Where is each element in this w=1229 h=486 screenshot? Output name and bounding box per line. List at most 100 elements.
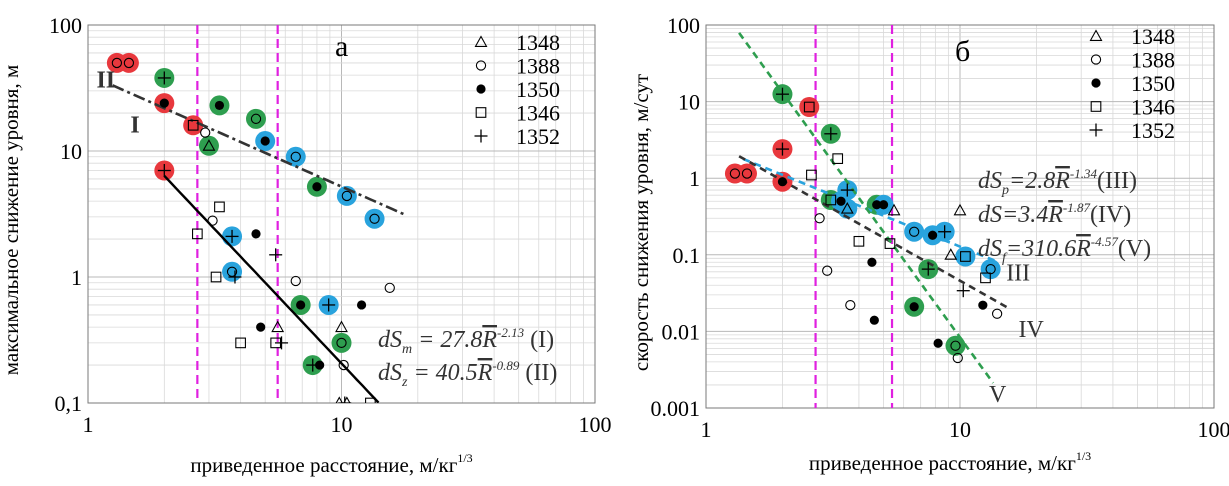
data-points — [729, 87, 1003, 364]
data-point-circle-open — [111, 57, 123, 69]
x-axis-title: приведенное расстояние, м/кг1/3 — [190, 451, 472, 477]
legend-marker-triangle — [474, 35, 488, 47]
highlight-marker-green — [246, 108, 267, 129]
plot-area — [724, 25, 1009, 408]
data-point-plus — [824, 127, 838, 141]
legend-label: 1348 — [1131, 24, 1175, 49]
data-point-circle-open — [200, 127, 211, 138]
data-point-circle-filled — [933, 338, 943, 348]
legend-marker-circle-open — [1090, 54, 1102, 65]
highlight-marker-red — [118, 52, 139, 73]
fit-label-III: III — [1006, 261, 1030, 287]
data-point-circle-filled — [296, 300, 306, 310]
plot-area — [106, 25, 407, 403]
fit-label-V: V — [989, 382, 1007, 408]
y-tick-label: 0,1 — [55, 391, 83, 416]
data-point-square-open — [214, 201, 225, 213]
data-point-plus — [228, 270, 242, 284]
legend-label: 1352 — [516, 124, 560, 149]
data-point-plus — [157, 164, 171, 178]
legend-label: 1346 — [516, 101, 560, 126]
data-point-circle-open — [909, 226, 920, 237]
data-point-triangle — [271, 320, 285, 333]
plot-frame — [705, 24, 1215, 409]
highlight-marker-green — [945, 335, 966, 356]
data-point-triangle — [953, 203, 967, 216]
data-point-square-open — [192, 228, 203, 240]
data-point-circle-filled — [260, 136, 270, 146]
legend-label: 1350 — [1131, 71, 1175, 96]
data-point-circle-open — [336, 337, 347, 349]
data-point-circle-filled — [867, 257, 877, 267]
data-point-square-open — [960, 251, 971, 262]
x-tick-label: 10 — [949, 417, 971, 442]
panel-label: б — [955, 35, 970, 68]
x-tick-label: 10 — [331, 412, 353, 437]
data-point-square-open — [980, 272, 991, 284]
y-tick-label: 100 — [667, 13, 700, 38]
x-tick-label: 1 — [83, 412, 94, 437]
data-point-circle-open — [290, 275, 301, 287]
data-point-plus — [775, 142, 789, 156]
highlight-marker-red — [736, 163, 757, 184]
y-tick-label: 10 — [678, 90, 700, 115]
data-point-circle-open — [369, 213, 380, 224]
fit-line-I — [163, 174, 380, 403]
data-point-circle-open — [123, 57, 135, 69]
data-point-circle-filled — [878, 200, 889, 210]
data-point-plus — [338, 396, 352, 403]
highlight-marker-blue — [222, 261, 243, 282]
fit-label-II: II — [96, 67, 115, 93]
data-point-circle-open — [985, 263, 996, 275]
x-tick-label: 100 — [1198, 417, 1229, 442]
legend-label: 1346 — [1131, 95, 1175, 120]
data-point-plus — [275, 336, 289, 350]
data-point-square-open — [884, 238, 896, 249]
panel-label: а — [335, 30, 348, 63]
data-point-circle-filled — [869, 315, 879, 325]
data-point-circle-open — [845, 300, 856, 311]
y-tick-label: 1 — [689, 166, 700, 191]
data-point-circle-filled — [312, 182, 322, 192]
legend-label: 1388 — [516, 54, 560, 79]
data-point-plus — [956, 284, 970, 298]
data-point-circle-open — [741, 168, 753, 179]
data-point-plus — [269, 248, 283, 262]
data-point-circle-filled — [978, 300, 988, 310]
data-point-circle-filled — [909, 302, 919, 312]
y-axis-title: максимальное снижение уровня, м — [0, 65, 23, 375]
legend-label: 1388 — [1131, 48, 1175, 73]
data-point-circle-open — [338, 359, 349, 371]
data-point-circle-filled — [927, 230, 938, 240]
x-tick-label: 1 — [701, 417, 712, 442]
x-axis-title: приведенное расстояние, м/кг1/3 — [809, 449, 1091, 475]
data-point-triangle — [944, 248, 958, 260]
data-point-circle-filled — [251, 229, 261, 239]
data-point-circle-open — [822, 265, 833, 276]
data-point-circle-open — [991, 308, 1003, 319]
data-point-circle-open — [950, 340, 961, 351]
data-point-square-open — [853, 235, 865, 247]
data-point-triangle — [335, 320, 348, 333]
legend-label: 1352 — [1131, 118, 1175, 143]
data-point-circle-filled — [777, 177, 788, 187]
data-point-circle-open — [207, 215, 218, 226]
fit-label-IV: IV — [1019, 317, 1045, 343]
y-tick-label: 0.001 — [651, 396, 701, 421]
highlight-marker-blue — [980, 259, 1001, 280]
data-point-square-open — [825, 194, 837, 206]
legend-marker-plus — [1089, 123, 1103, 137]
y-axis-title: скорость снижения уровня, м/сут — [629, 74, 653, 371]
data-point-square-open — [235, 337, 246, 349]
data-point-circle-filled — [356, 300, 367, 310]
data-point-plus — [921, 262, 935, 276]
legend-label: 1348 — [516, 30, 560, 55]
fit-label-I: I — [130, 113, 139, 139]
data-point-circle-open — [729, 168, 741, 179]
y-tick-label: 0.01 — [662, 319, 701, 344]
equation-2: dS=3.4R-1.87(IV) — [978, 200, 1131, 228]
chart-panel-b: 1 10 100 0.001 0.01 0.1 1 10 100 приведенное расс… — [629, 13, 1229, 475]
